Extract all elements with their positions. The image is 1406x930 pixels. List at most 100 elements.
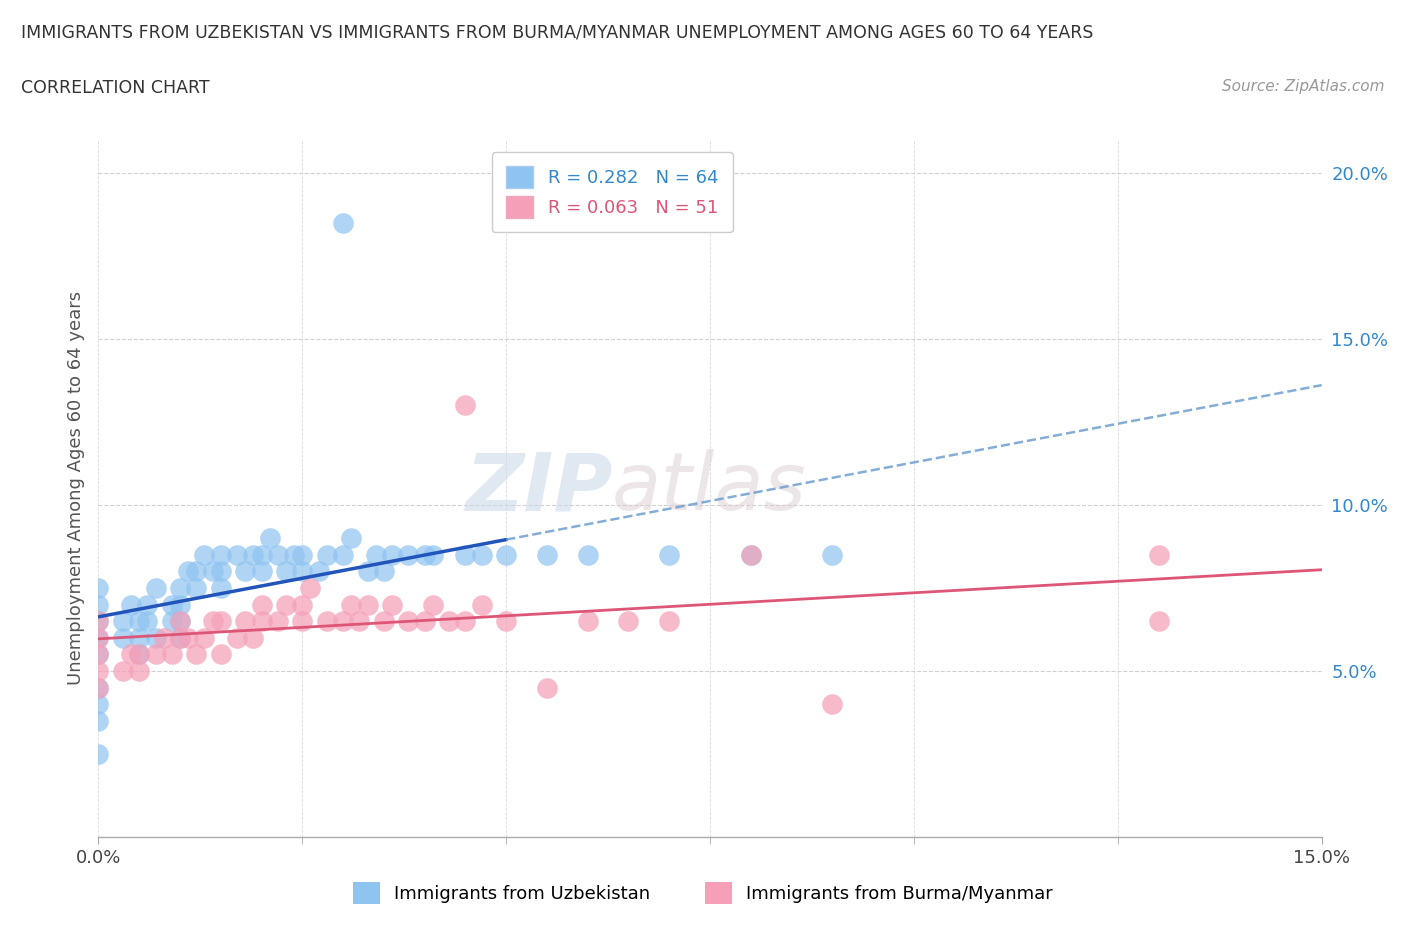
Text: CORRELATION CHART: CORRELATION CHART [21, 79, 209, 97]
Point [332, 614, 354, 629]
Point [454, 398, 477, 413]
Point [283, 547, 305, 562]
Point [136, 614, 159, 629]
Point [193, 631, 215, 645]
Point [209, 564, 232, 578]
Point [250, 547, 273, 562]
Point [413, 547, 436, 562]
Point [209, 647, 232, 662]
Point [186, 647, 208, 662]
Point [495, 547, 517, 562]
Point [169, 580, 191, 595]
Point [315, 614, 337, 629]
Point [536, 680, 558, 695]
Point [209, 580, 232, 595]
Point [111, 663, 134, 678]
Point [128, 647, 150, 662]
Point [422, 547, 444, 562]
Point [364, 547, 387, 562]
Point [145, 647, 167, 662]
Point [381, 547, 404, 562]
Point [169, 614, 191, 629]
Point [152, 631, 174, 645]
Point [299, 580, 322, 595]
Point [821, 547, 844, 562]
Point [186, 580, 208, 595]
Point [87, 631, 110, 645]
Point [437, 614, 460, 629]
Point [340, 531, 363, 546]
Point [242, 631, 264, 645]
Point [169, 631, 191, 645]
Point [356, 597, 378, 612]
Point [111, 614, 134, 629]
Point [169, 614, 191, 629]
Point [471, 597, 494, 612]
Point [471, 547, 494, 562]
Point [454, 614, 477, 629]
Point [291, 564, 314, 578]
Point [160, 614, 183, 629]
Point [87, 647, 110, 662]
Point [291, 597, 314, 612]
Point [536, 547, 558, 562]
Point [291, 547, 314, 562]
Point [373, 614, 395, 629]
Point [274, 597, 297, 612]
Point [177, 631, 200, 645]
Point [340, 597, 363, 612]
Text: ZIP: ZIP [465, 449, 612, 527]
Point [226, 547, 249, 562]
Point [250, 597, 273, 612]
Point [396, 547, 419, 562]
Point [617, 614, 640, 629]
Point [226, 631, 249, 645]
Point [87, 614, 110, 629]
Point [576, 614, 599, 629]
Point [120, 647, 142, 662]
Point [87, 631, 110, 645]
Point [87, 614, 110, 629]
Point [332, 547, 354, 562]
Text: IMMIGRANTS FROM UZBEKISTAN VS IMMIGRANTS FROM BURMA/MYANMAR UNEMPLOYMENT AMONG A: IMMIGRANTS FROM UZBEKISTAN VS IMMIGRANTS… [21, 23, 1094, 41]
Text: Source: ZipAtlas.com: Source: ZipAtlas.com [1222, 79, 1385, 94]
Point [177, 564, 200, 578]
Point [169, 631, 191, 645]
Point [160, 597, 183, 612]
Point [193, 547, 215, 562]
Point [111, 631, 134, 645]
Point [250, 564, 273, 578]
Point [250, 614, 273, 629]
Point [373, 564, 395, 578]
Point [128, 663, 150, 678]
Point [233, 614, 256, 629]
Point [233, 564, 256, 578]
Point [740, 547, 762, 562]
Point [291, 614, 314, 629]
Point [87, 580, 110, 595]
Point [169, 597, 191, 612]
Point [576, 547, 599, 562]
Point [87, 713, 110, 728]
Point [308, 564, 330, 578]
Point [160, 647, 183, 662]
Point [186, 564, 208, 578]
Point [1147, 614, 1170, 629]
Point [413, 614, 436, 629]
Point [396, 614, 419, 629]
Point [332, 215, 354, 230]
Point [658, 614, 681, 629]
Point [267, 614, 290, 629]
Point [87, 697, 110, 711]
Point [242, 547, 264, 562]
Legend: R = 0.282   N = 64, R = 0.063   N = 51: R = 0.282 N = 64, R = 0.063 N = 51 [492, 152, 733, 232]
Text: atlas: atlas [612, 449, 807, 527]
Point [201, 614, 224, 629]
Point [87, 647, 110, 662]
Point [128, 614, 150, 629]
Point [128, 631, 150, 645]
Point [658, 547, 681, 562]
Point [87, 597, 110, 612]
Point [87, 747, 110, 762]
Point [136, 597, 159, 612]
